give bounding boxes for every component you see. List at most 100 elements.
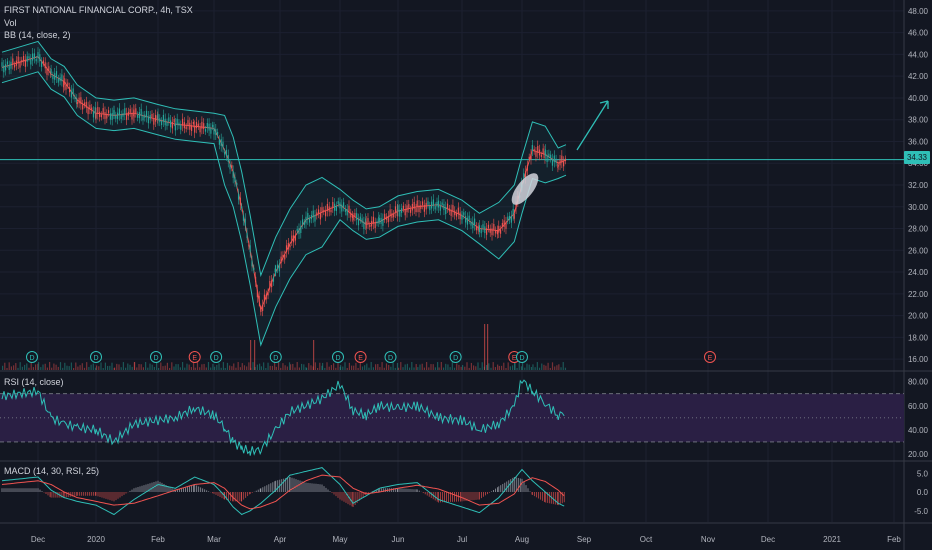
candle-body <box>46 67 48 75</box>
volume-bar <box>171 362 173 370</box>
volume-bar <box>8 362 10 370</box>
volume-bar <box>199 367 201 370</box>
candle-body <box>258 296 260 302</box>
price-tick-label: 16.00 <box>908 355 929 364</box>
volume-bar <box>246 366 248 370</box>
rsi-tick-label: 80.00 <box>908 378 929 387</box>
candle-body <box>129 109 131 113</box>
candle-body <box>321 207 323 213</box>
candle-body <box>126 113 128 120</box>
event-marker-label: D <box>453 355 458 362</box>
volume-bar <box>127 363 129 370</box>
candle-body <box>109 113 111 120</box>
candle-body <box>325 210 327 217</box>
volume-bar <box>497 364 499 370</box>
candle-body <box>546 155 548 163</box>
volume-bar <box>545 365 547 370</box>
candle-body <box>183 122 185 129</box>
candle-body <box>314 215 316 222</box>
event-marker-d <box>516 351 528 363</box>
candle-body <box>478 225 481 232</box>
volume-bar <box>192 362 195 370</box>
volume-bar <box>140 364 142 370</box>
volume-bar <box>538 367 541 370</box>
event-marker-label: D <box>214 355 219 362</box>
candle-body <box>548 153 550 158</box>
volume-bar <box>220 367 222 370</box>
candle-body <box>413 202 415 209</box>
candle-body <box>61 74 63 82</box>
candle-body <box>328 206 330 212</box>
volume-bar <box>333 363 335 370</box>
candle-body <box>133 110 135 118</box>
candle-body <box>555 158 557 163</box>
volume-bar <box>473 365 475 370</box>
candle-body <box>92 111 95 118</box>
candle-body <box>446 203 449 209</box>
candle-body <box>50 69 52 74</box>
candle-body <box>229 164 231 170</box>
candle-body <box>151 113 153 118</box>
candle-body <box>482 224 484 229</box>
rsi-tick-label: 60.00 <box>908 402 929 411</box>
volume-bar <box>212 363 214 370</box>
candle-body <box>246 232 248 239</box>
candle-body <box>1 62 3 67</box>
candle-body <box>42 60 44 64</box>
candle-body <box>206 122 208 129</box>
candle-body <box>54 73 56 80</box>
volume-bar <box>447 364 449 370</box>
candle-body <box>326 203 328 211</box>
candle-body <box>489 228 491 233</box>
volume-bar <box>90 364 92 370</box>
candle-body <box>346 209 348 216</box>
price-tick-label: 48.00 <box>908 7 929 16</box>
volume-bar <box>136 367 138 370</box>
candle-body <box>99 111 101 117</box>
candle-body <box>138 112 140 119</box>
volume-bar <box>166 362 168 370</box>
volume-bar <box>310 365 312 370</box>
last-price-tag: 34.33 <box>904 151 930 164</box>
volume-bar <box>430 364 432 370</box>
event-marker-d <box>26 351 38 363</box>
volume-bar <box>83 367 86 370</box>
candle-body <box>305 216 307 224</box>
candle-body <box>35 58 37 62</box>
volume-bar <box>75 362 77 370</box>
candle-body <box>422 201 424 206</box>
candle-body <box>508 215 511 220</box>
candle-body <box>263 294 266 302</box>
candle-body <box>147 116 149 124</box>
candle-body <box>194 125 196 133</box>
candle-body <box>396 209 398 217</box>
candle-body <box>496 229 499 235</box>
volume-legend: Vol <box>4 18 21 28</box>
volume-bar <box>98 366 100 370</box>
macd-line <box>1 467 565 516</box>
candle-body <box>343 202 345 207</box>
candle-body <box>499 229 502 234</box>
volume-bar <box>451 362 453 370</box>
volume-bar <box>26 363 28 370</box>
volume-bar <box>49 362 51 370</box>
volume-bar <box>44 363 46 370</box>
candle-body <box>310 214 312 220</box>
volume-bar <box>109 365 111 370</box>
candle-body <box>120 114 122 119</box>
volume-bar <box>284 365 286 370</box>
volume-bar <box>530 366 532 370</box>
price-tick-label: 26.00 <box>908 246 929 255</box>
candle-body <box>429 205 431 211</box>
volume-bar <box>558 364 560 370</box>
x-tick-label: Dec <box>31 535 45 544</box>
candle-body <box>380 217 382 224</box>
candle-body <box>411 203 413 211</box>
volume-bar <box>177 364 179 370</box>
candle-body <box>10 61 12 69</box>
price-tick-label: 36.00 <box>908 137 929 146</box>
volume-bar <box>442 367 445 370</box>
candle-body <box>225 149 228 156</box>
